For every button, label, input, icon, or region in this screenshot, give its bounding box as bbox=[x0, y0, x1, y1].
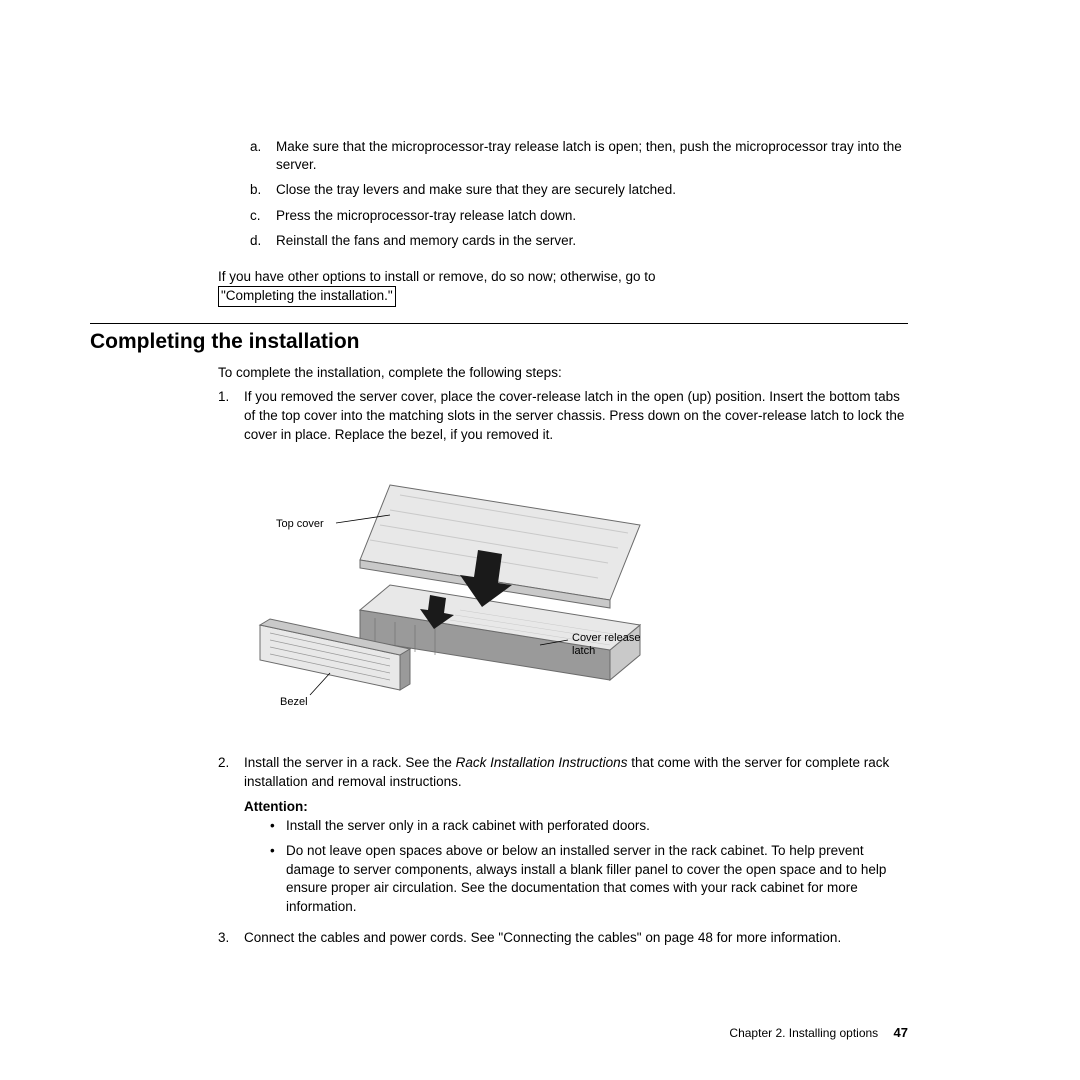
marker-a: a. bbox=[250, 138, 276, 174]
footer-page: 47 bbox=[894, 1025, 908, 1040]
marker-d: d. bbox=[250, 232, 276, 250]
attention-bullets: • Install the server only in a rack cabi… bbox=[270, 817, 908, 917]
bullet2-marker: • bbox=[270, 842, 286, 918]
step2-italic: Rack Installation Instructions bbox=[456, 755, 628, 770]
marker-b: b. bbox=[250, 181, 276, 199]
sublist-a-d: a. Make sure that the microprocessor-tra… bbox=[250, 138, 908, 250]
sublist-item-a: a. Make sure that the microprocessor-tra… bbox=[250, 138, 908, 174]
label-top-cover: Top cover bbox=[276, 518, 324, 530]
step3-text: Connect the cables and power cords. See … bbox=[244, 929, 841, 948]
bullet1-marker: • bbox=[270, 817, 286, 836]
sublist-item-d: d. Reinstall the fans and memory cards i… bbox=[250, 232, 908, 250]
label-latch-1: Cover release bbox=[572, 632, 640, 644]
step2-marker: 2. bbox=[218, 754, 244, 923]
step-1: 1. If you removed the server cover, plac… bbox=[218, 388, 908, 445]
footer-chapter: Chapter 2. Installing options bbox=[729, 1026, 878, 1040]
step3-marker: 3. bbox=[218, 929, 244, 948]
step1-marker: 1. bbox=[218, 388, 244, 445]
step2-before: Install the server in a rack. See the bbox=[244, 755, 456, 770]
server-diagram: Top cover Cover rele bbox=[240, 455, 908, 740]
section-heading: Completing the installation bbox=[90, 330, 908, 354]
attention-label: Attention: bbox=[244, 798, 908, 817]
link-completing-installation[interactable]: "Completing the installation." bbox=[218, 286, 396, 306]
sublist-item-b: b. Close the tray levers and make sure t… bbox=[250, 181, 908, 199]
text-a: Make sure that the microprocessor-tray r… bbox=[276, 138, 908, 174]
sublist-item-c: c. Press the microprocessor-tray release… bbox=[250, 207, 908, 225]
marker-c: c. bbox=[250, 207, 276, 225]
para1-line1: If you have other options to install or … bbox=[218, 269, 656, 284]
text-b: Close the tray levers and make sure that… bbox=[276, 181, 676, 199]
step2-body: Install the server in a rack. See the Ra… bbox=[244, 754, 908, 923]
transition-paragraph: If you have other options to install or … bbox=[218, 268, 908, 306]
text-d: Reinstall the fans and memory cards in t… bbox=[276, 232, 576, 250]
bullet2-text: Do not leave open spaces above or below … bbox=[286, 842, 908, 918]
step-2: 2. Install the server in a rack. See the… bbox=[218, 754, 908, 923]
step1-text: If you removed the server cover, place t… bbox=[244, 388, 908, 445]
bullet1-text: Install the server only in a rack cabine… bbox=[286, 817, 650, 836]
bezel-leader bbox=[310, 673, 330, 695]
text-c: Press the microprocessor-tray release la… bbox=[276, 207, 576, 225]
intro-text: To complete the installation, complete t… bbox=[218, 364, 908, 383]
diagram-svg: Top cover Cover rele bbox=[240, 455, 720, 735]
step-3: 3. Connect the cables and power cords. S… bbox=[218, 929, 908, 948]
page-footer: Chapter 2. Installing options 47 bbox=[729, 1025, 908, 1040]
numbered-list-2: 2. Install the server in a rack. See the… bbox=[218, 754, 908, 948]
label-latch-2: latch bbox=[572, 645, 595, 657]
bullet-1: • Install the server only in a rack cabi… bbox=[270, 817, 908, 836]
bullet-2: • Do not leave open spaces above or belo… bbox=[270, 842, 908, 918]
numbered-list: 1. If you removed the server cover, plac… bbox=[218, 388, 908, 445]
section-divider bbox=[90, 323, 908, 324]
label-bezel: Bezel bbox=[280, 696, 308, 708]
